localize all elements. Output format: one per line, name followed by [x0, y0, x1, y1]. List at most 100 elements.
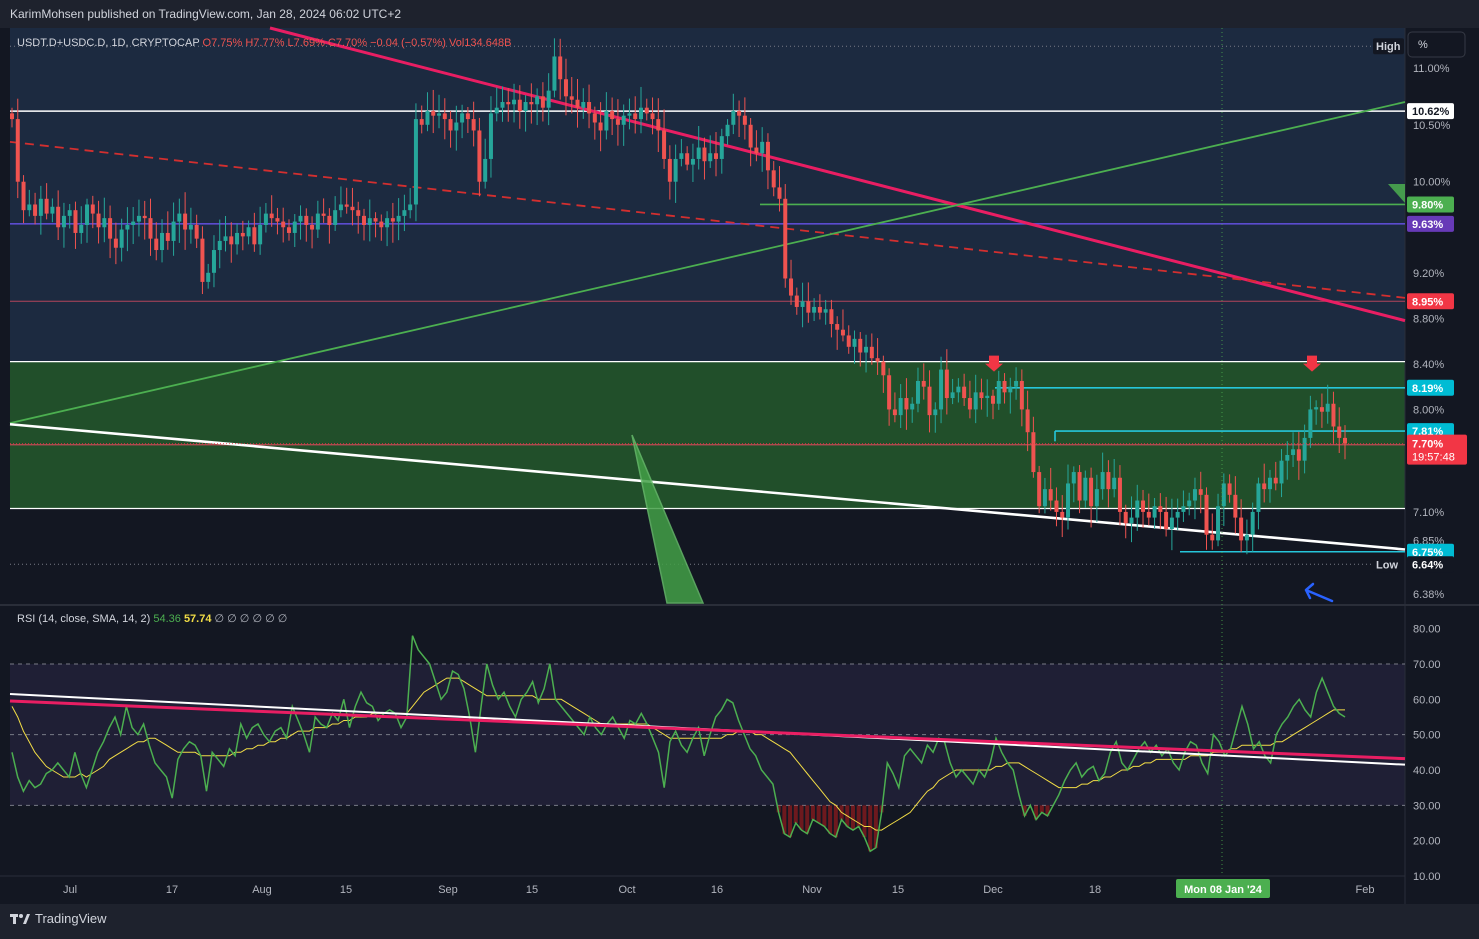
candle-body: [644, 107, 649, 114]
candle-body: [15, 119, 20, 182]
candle-body: [385, 218, 390, 228]
rsi-axis-tick: 20.00: [1413, 836, 1441, 848]
candle-body: [835, 324, 840, 330]
candle-body: [160, 232, 165, 251]
candle-body: [702, 147, 707, 162]
candle-body: [286, 227, 291, 233]
candle-body: [1192, 489, 1197, 501]
candle-body: [985, 395, 990, 399]
candle-body: [1331, 403, 1336, 427]
candle-body: [1267, 477, 1272, 490]
candle-body: [396, 215, 401, 222]
legend-close: C7.70%: [328, 37, 370, 49]
candle-body: [367, 218, 372, 225]
time-axis-tick: Nov: [802, 884, 822, 896]
price-axis-tick: 8.00%: [1413, 404, 1444, 416]
candle-body: [956, 386, 961, 393]
price-axis-tick: 10.50%: [1413, 120, 1451, 132]
price-label: 8.19%: [1412, 383, 1443, 395]
time-axis-tick: 17: [166, 884, 178, 896]
candle-body: [1002, 380, 1007, 393]
candle-body: [442, 113, 447, 120]
candle-body: [183, 213, 188, 230]
candle-body: [188, 224, 193, 230]
price-label-bg: [1407, 196, 1454, 213]
candle-body: [1187, 500, 1192, 507]
candle-body: [119, 229, 124, 248]
candle-body: [714, 153, 719, 159]
current-price-box: [1407, 434, 1467, 465]
candle-body: [506, 102, 511, 105]
candle-body: [108, 218, 113, 239]
legend-open: O7.75%: [203, 37, 246, 49]
candle-body: [558, 56, 563, 80]
tradingview-brand[interactable]: TradingView: [10, 911, 107, 926]
candle-body: [1025, 409, 1030, 433]
price-axis-tick: 8.80%: [1413, 313, 1444, 325]
price-label: 8.95%: [1412, 296, 1443, 308]
candle-body: [1008, 386, 1013, 393]
candle-body: [437, 113, 442, 116]
low-label-value-bg: [1407, 556, 1454, 573]
candle-body: [575, 99, 580, 108]
rsi-axis-tick: 30.00: [1413, 800, 1441, 812]
time-axis-tick: Feb: [1356, 884, 1375, 896]
price-label: 9.80%: [1412, 199, 1443, 211]
publisher-bar: KarimMohsen published on TradingView.com…: [0, 0, 1479, 28]
time-axis-tick: Sep: [438, 884, 458, 896]
candle-body: [742, 115, 747, 125]
candle-body: [315, 213, 320, 230]
candle-body: [598, 122, 603, 131]
price-axis-tick: 7.10%: [1413, 507, 1444, 519]
candle-body: [898, 398, 903, 416]
sell-arrow-marker-dec: [985, 355, 1003, 372]
candle-body: [817, 306, 822, 313]
candle-body: [794, 295, 799, 307]
candle-body: [892, 409, 897, 416]
candle-body: [1285, 454, 1290, 461]
candle-body: [1302, 437, 1307, 461]
candle-body: [1296, 449, 1301, 461]
candle-body: [1083, 477, 1088, 501]
candle-body: [1198, 489, 1203, 495]
candle-body: [823, 309, 828, 313]
legend-low: L7.69%: [288, 37, 328, 49]
candle-body: [27, 204, 32, 211]
candle-body: [61, 215, 66, 228]
candle-body: [754, 147, 759, 154]
time-axis-tick: 18: [1089, 884, 1101, 896]
percent-unit-button[interactable]: %: [1418, 39, 1428, 51]
candle-body: [96, 213, 101, 228]
green-corner-marker: [1388, 184, 1405, 203]
candle-body: [1060, 511, 1065, 518]
candle-body: [1343, 437, 1347, 444]
candle-body: [840, 329, 845, 336]
candle-body: [915, 380, 920, 404]
rsi-placeholders: ∅ ∅ ∅ ∅ ∅ ∅: [215, 613, 288, 625]
candle-body: [1244, 534, 1249, 541]
candle-body: [194, 224, 199, 239]
candle-body: [390, 218, 395, 222]
candle-body: [67, 210, 72, 216]
candle-body: [56, 206, 61, 228]
candle-body: [1089, 477, 1094, 507]
candle-body: [488, 113, 493, 159]
candle-body: [79, 224, 84, 233]
candle-body: [1325, 403, 1330, 412]
candle-body: [517, 99, 522, 112]
candle-body: [217, 240, 222, 251]
candle-body: [483, 158, 488, 182]
candle-body: [1216, 506, 1221, 541]
candle-body: [102, 218, 107, 228]
price-axis-tick: 8.40%: [1413, 359, 1444, 371]
candle-body: [292, 221, 297, 233]
candle-body: [113, 238, 118, 248]
candle-body: [1314, 407, 1319, 410]
candle-body: [200, 238, 205, 282]
candle-body: [829, 309, 834, 325]
candle-body: [408, 204, 413, 211]
candle-body: [275, 218, 280, 222]
candle-body: [1250, 511, 1255, 535]
candle-body: [887, 375, 892, 410]
